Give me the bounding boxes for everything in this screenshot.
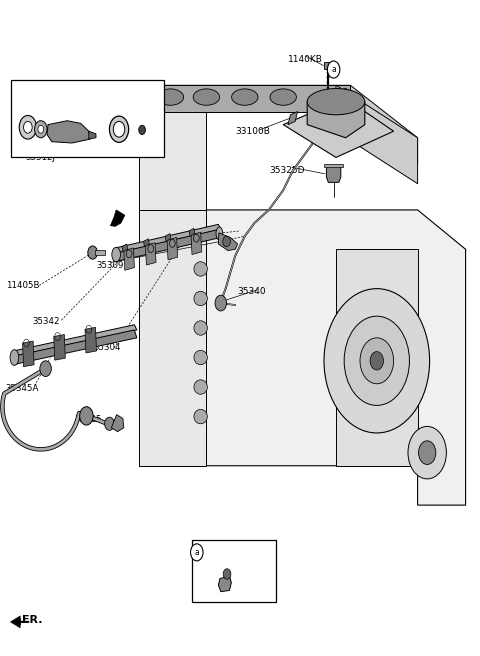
Circle shape <box>24 121 32 133</box>
Polygon shape <box>191 232 202 255</box>
Circle shape <box>80 407 93 425</box>
Ellipse shape <box>194 262 207 276</box>
Polygon shape <box>307 89 365 138</box>
Text: a: a <box>331 65 336 74</box>
Polygon shape <box>139 112 206 210</box>
Ellipse shape <box>194 380 207 394</box>
Text: 35342: 35342 <box>33 317 60 326</box>
Polygon shape <box>13 325 137 356</box>
Circle shape <box>419 441 436 464</box>
Polygon shape <box>326 165 341 182</box>
Ellipse shape <box>270 89 296 105</box>
Ellipse shape <box>194 291 207 306</box>
Text: 35340: 35340 <box>238 287 266 297</box>
Polygon shape <box>47 121 90 143</box>
Polygon shape <box>145 243 156 265</box>
Polygon shape <box>283 98 394 157</box>
Bar <box>324 62 331 69</box>
Circle shape <box>109 116 129 142</box>
Polygon shape <box>288 112 298 125</box>
Polygon shape <box>115 230 221 261</box>
Text: 35345: 35345 <box>74 415 102 424</box>
Ellipse shape <box>157 89 183 105</box>
Circle shape <box>191 544 203 561</box>
Bar <box>324 164 343 167</box>
Circle shape <box>223 236 230 247</box>
Text: 35312: 35312 <box>18 120 46 129</box>
Text: FR.: FR. <box>22 615 42 625</box>
Polygon shape <box>139 210 206 466</box>
Circle shape <box>223 569 231 579</box>
Circle shape <box>139 125 145 134</box>
Bar <box>11 80 164 157</box>
Circle shape <box>327 61 340 78</box>
Polygon shape <box>124 248 134 270</box>
Polygon shape <box>218 233 238 251</box>
Text: 33815E: 33815E <box>94 113 127 123</box>
Text: 11405B: 11405B <box>6 281 39 290</box>
Circle shape <box>105 417 114 430</box>
Text: 35312H: 35312H <box>103 150 137 159</box>
Text: 31337F: 31337F <box>221 552 254 561</box>
Ellipse shape <box>10 350 19 365</box>
Ellipse shape <box>112 247 120 262</box>
Polygon shape <box>115 224 221 253</box>
Circle shape <box>344 316 409 405</box>
Circle shape <box>360 338 394 384</box>
Polygon shape <box>336 249 418 466</box>
Text: 35312J: 35312J <box>25 153 55 162</box>
Ellipse shape <box>216 227 223 240</box>
Polygon shape <box>89 131 96 139</box>
Polygon shape <box>139 85 350 112</box>
Circle shape <box>370 352 384 370</box>
Text: 35309: 35309 <box>96 260 123 270</box>
Text: 1140KB: 1140KB <box>288 54 323 64</box>
Circle shape <box>324 289 430 433</box>
Polygon shape <box>139 85 418 164</box>
Circle shape <box>40 361 51 377</box>
Text: a: a <box>194 548 199 557</box>
Polygon shape <box>11 616 20 628</box>
Polygon shape <box>111 415 124 432</box>
Circle shape <box>38 125 44 133</box>
Circle shape <box>35 121 47 138</box>
Ellipse shape <box>193 89 219 105</box>
Polygon shape <box>206 210 466 505</box>
Polygon shape <box>167 237 178 260</box>
Bar <box>95 250 105 255</box>
Polygon shape <box>189 228 195 236</box>
Text: 35325D: 35325D <box>269 166 304 175</box>
Bar <box>192 540 276 602</box>
Text: 35310: 35310 <box>102 80 133 91</box>
Polygon shape <box>336 85 418 184</box>
Polygon shape <box>144 239 149 247</box>
Circle shape <box>88 246 97 259</box>
Circle shape <box>408 426 446 479</box>
Polygon shape <box>23 341 34 367</box>
Circle shape <box>19 115 36 139</box>
Text: 35345A: 35345A <box>6 384 39 393</box>
Polygon shape <box>110 210 125 226</box>
Polygon shape <box>85 327 96 353</box>
Circle shape <box>113 121 125 137</box>
Polygon shape <box>218 576 231 592</box>
Text: 35304: 35304 <box>94 343 121 352</box>
Text: 33100B: 33100B <box>235 127 270 136</box>
Polygon shape <box>13 330 137 364</box>
Polygon shape <box>122 244 128 252</box>
Ellipse shape <box>194 321 207 335</box>
Polygon shape <box>54 335 65 360</box>
Ellipse shape <box>307 89 365 115</box>
Ellipse shape <box>232 89 258 105</box>
Circle shape <box>215 295 227 311</box>
Ellipse shape <box>194 350 207 365</box>
Polygon shape <box>165 234 171 241</box>
Ellipse shape <box>194 409 207 424</box>
